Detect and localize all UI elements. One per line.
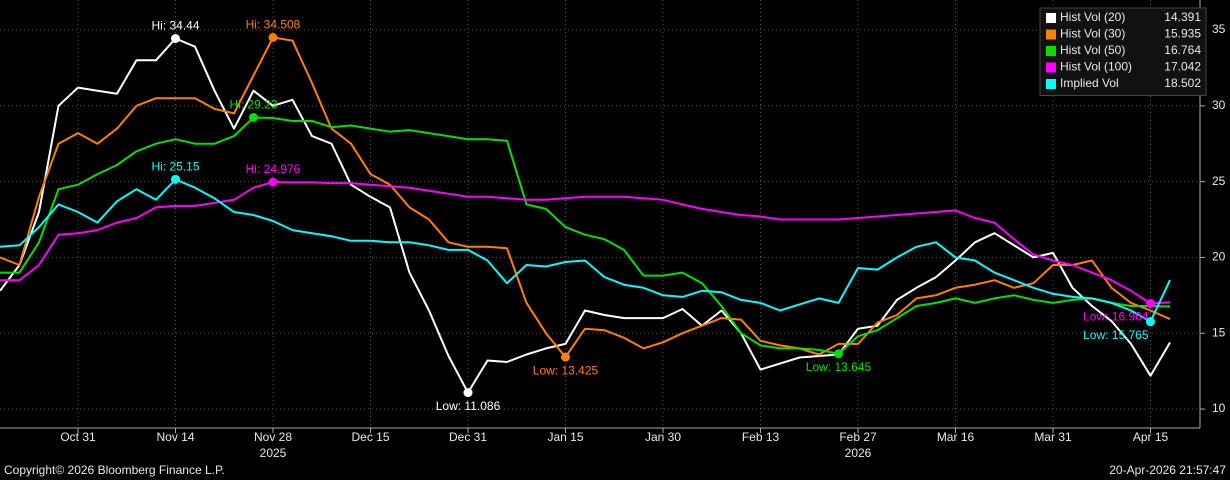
footer-left: Copyright© 2026 Bloomberg Finance L.P.: [4, 463, 225, 477]
y-tick-label: 30: [1212, 98, 1226, 112]
year-label: 2026: [845, 446, 872, 460]
series-line: [0, 116, 1171, 355]
legend-swatch: [1046, 79, 1056, 89]
series-line: [0, 37, 1171, 394]
legend-value: 17.042: [1164, 60, 1201, 74]
x-tick-label: Dec 31: [449, 430, 487, 444]
footer-right: 20-Apr-2026 21:57:47: [1109, 463, 1226, 477]
annotation-label: Low: 16.964: [1083, 310, 1149, 324]
legend-label: Hist Vol (30): [1060, 27, 1125, 41]
legend-label: Hist Vol (100): [1060, 60, 1132, 74]
annotation-dot: [268, 177, 278, 187]
annotation-dot: [249, 112, 258, 122]
annotation-label: Hi: 25.15: [151, 160, 199, 174]
legend-swatch: [1046, 29, 1056, 40]
annotation-label: Low: 11.086: [436, 399, 501, 413]
annotation-label: Hi: 34.508: [246, 18, 301, 32]
legend-value: 16.764: [1164, 43, 1201, 57]
annotation-dot: [1146, 298, 1155, 308]
annotation-dot: [1146, 317, 1155, 327]
series-line: [0, 181, 1171, 305]
annotation-label: Hi: 29.23: [229, 98, 277, 112]
series-line: [0, 178, 1171, 323]
y-tick-label: 25: [1212, 174, 1226, 188]
legend-label: Hist Vol (50): [1060, 43, 1125, 57]
annotation-label: Low: 13.645: [806, 360, 872, 374]
x-tick-label: Feb 27: [839, 430, 877, 444]
x-tick-label: Feb 13: [742, 430, 780, 444]
legend-label: Hist Vol (20): [1060, 10, 1125, 24]
annotation-label: Hi: 24.976: [246, 162, 301, 176]
annotation-label: Low: 13.425: [533, 363, 599, 377]
x-tick-label: Oct 31: [60, 430, 96, 444]
legend-swatch: [1046, 13, 1056, 23]
y-tick-label: 20: [1212, 250, 1226, 264]
annotation-dot: [171, 34, 180, 44]
annotation-dot: [463, 388, 473, 398]
y-tick-label: 10: [1212, 401, 1226, 415]
x-tick-label: Apr 15: [1133, 430, 1169, 444]
x-tick-label: Mar 31: [1034, 430, 1072, 444]
annotation-dot: [268, 32, 278, 42]
annotation-dot: [561, 352, 570, 362]
legend-value: 18.502: [1164, 76, 1201, 90]
x-tick-label: Jan 15: [547, 430, 583, 444]
y-tick-label: 15: [1212, 325, 1226, 339]
legend-swatch: [1046, 46, 1056, 56]
legend-value: 14.391: [1164, 10, 1201, 24]
legend-swatch: [1046, 62, 1056, 73]
x-tick-label: Nov 14: [156, 430, 194, 444]
annotation-label: Low: 15.765: [1083, 328, 1149, 342]
x-tick-label: Dec 15: [351, 430, 389, 444]
annotation-dot: [171, 174, 180, 184]
year-label: 2025: [260, 446, 287, 460]
y-tick-label: 35: [1212, 22, 1226, 36]
legend-label: Implied Vol: [1060, 76, 1119, 90]
x-tick-label: Nov 28: [254, 430, 292, 444]
legend-value: 15.935: [1164, 27, 1201, 41]
x-tick-label: Jan 30: [645, 430, 681, 444]
annotation-dot: [834, 349, 843, 359]
legend-box: [1039, 7, 1207, 96]
x-tick-label: Mar 16: [937, 430, 975, 444]
series-line: [0, 36, 1171, 359]
annotation-label: Hi: 34.44: [151, 19, 199, 33]
